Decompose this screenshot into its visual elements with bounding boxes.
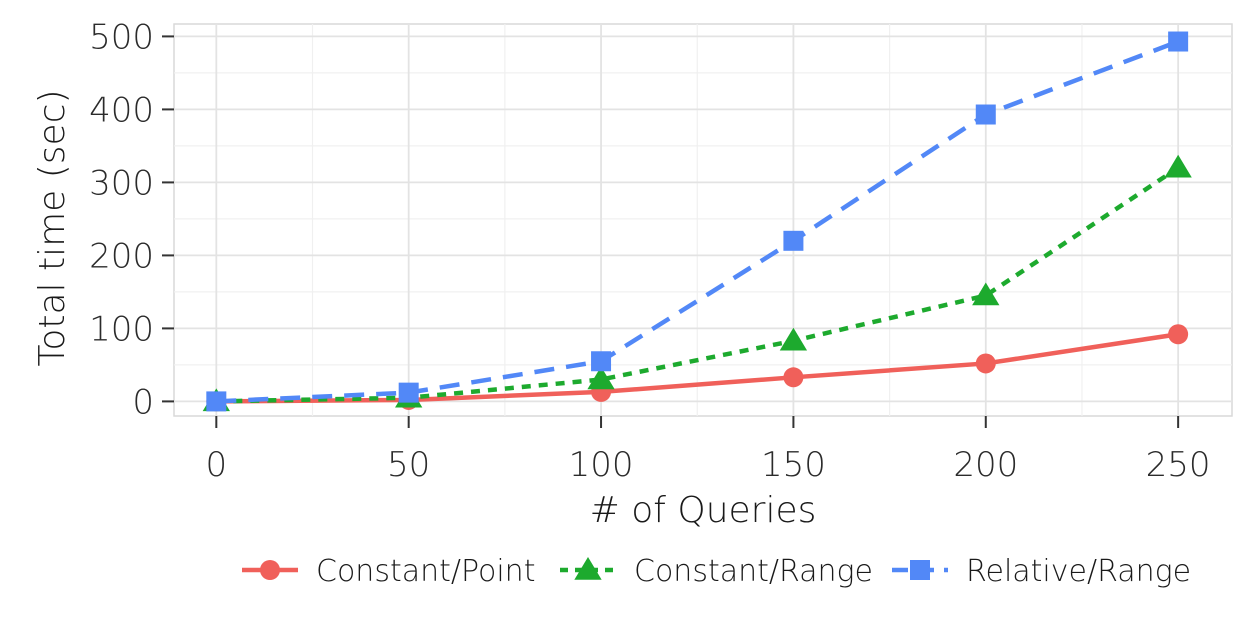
x-tick-label: 150 [761,445,826,485]
x-tick-label: 250 [1146,445,1211,485]
legend: Constant/Point Constant/Range Relative/Ran… [242,554,1191,589]
x-tick-label: 200 [953,445,1018,485]
series-line [216,165,1180,404]
data-point-marker [972,282,1000,306]
data-point-marker [1164,154,1192,178]
y-tick-label: 200 [89,236,154,276]
data-point-marker [975,353,996,374]
data-point-marker [587,366,615,390]
x-tick-label: 50 [387,445,430,485]
y-tick-label: 100 [89,309,154,349]
legend-item: Constant/Range [560,554,873,589]
series-layer [202,31,1192,412]
y-tick-label: 500 [89,17,154,57]
y-axis-title: Total time (sec) [32,89,73,366]
legend-item: Relative/Range [892,554,1191,589]
data-point-marker [206,391,227,412]
data-point-marker [779,327,808,351]
legend-item: Constant/Point [242,554,535,589]
x-tick-label: 0 [205,445,227,485]
y-tick-label: 0 [132,382,154,422]
data-point-marker [783,367,804,388]
legend-key-marker [574,557,602,580]
data-point-marker [1168,31,1189,52]
grid-major [174,24,1232,416]
legend-key-marker [260,560,280,580]
series-line [216,39,1179,404]
legend-label: Constant/Range [634,554,873,589]
data-point-marker [398,382,419,403]
legend-label: Relative/Range [966,554,1191,589]
x-tick-label: 100 [569,445,634,485]
legend-key-marker [910,560,930,580]
grid-minor [174,24,1232,416]
series-relative-range [206,31,1189,412]
data-point-marker [591,351,612,372]
data-point-marker [975,104,996,125]
y-tick-label: 300 [89,163,154,203]
legend-label: Constant/Point [316,554,535,589]
y-tick-label: 400 [89,90,154,130]
data-point-marker [1168,324,1189,345]
x-axis-title: # of Queries [590,490,817,531]
data-point-marker [783,230,804,251]
axis-ticks: 0 100 200 300 400 500 0 50 100 150 200 250 [89,17,1210,485]
